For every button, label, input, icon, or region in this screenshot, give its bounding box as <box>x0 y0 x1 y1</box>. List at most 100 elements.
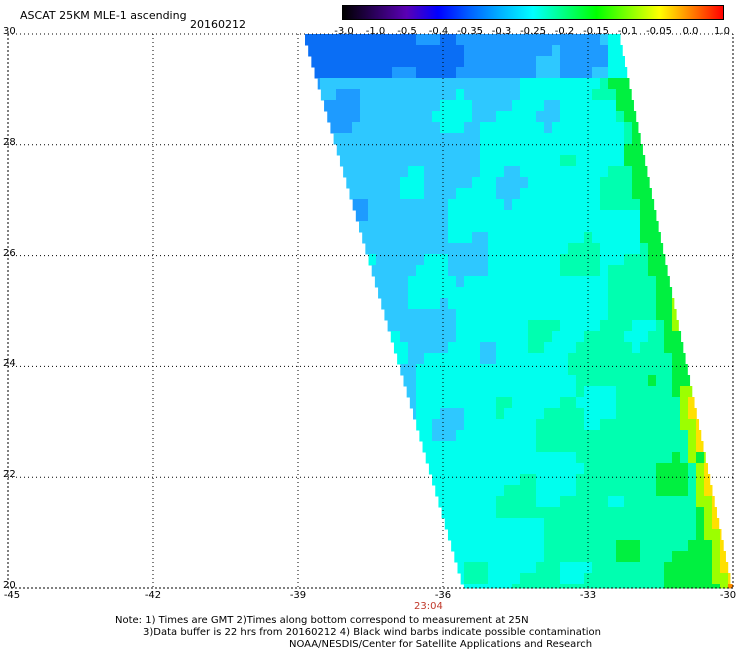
swath-pixel <box>632 463 641 475</box>
swath-pixel <box>544 287 553 299</box>
swath-pixel <box>672 331 681 343</box>
swath-pixel <box>432 276 441 288</box>
swath-pixel <box>416 89 425 101</box>
swath-pixel <box>536 276 545 288</box>
swath-pixel <box>560 254 569 266</box>
swath-pixel <box>696 441 704 453</box>
swath-pixel <box>560 452 569 464</box>
swath-pixel <box>584 551 593 563</box>
swath-pixel <box>560 298 569 310</box>
swath-pixel <box>376 188 385 200</box>
swath-pixel <box>600 45 609 57</box>
swath-pixel <box>640 540 649 552</box>
swath-pixel <box>528 232 537 244</box>
swath-pixel <box>560 386 569 398</box>
swath-pixel <box>656 584 665 589</box>
swath-pixel <box>528 34 537 46</box>
swath-pixel <box>378 287 385 299</box>
swath-pixel <box>624 309 633 321</box>
swath-pixel <box>576 177 585 189</box>
swath-pixel <box>592 375 601 387</box>
swath-pixel <box>496 485 505 497</box>
swath-pixel <box>400 221 409 233</box>
swath-pixel <box>704 452 706 464</box>
swath-pixel <box>416 408 425 420</box>
swath-pixel <box>568 353 577 365</box>
swath-pixel <box>520 210 529 222</box>
swath-pixel <box>496 276 505 288</box>
swath-pixel <box>640 364 649 376</box>
colorbar-tick-label: -3.0 <box>334 26 354 37</box>
swath-pixel <box>464 155 473 167</box>
swath-pixel <box>632 496 641 508</box>
swath-pixel <box>624 419 633 431</box>
swath-pixel <box>496 254 505 266</box>
swath-pixel <box>368 188 377 200</box>
swath-pixel <box>712 518 720 530</box>
swath-pixel <box>568 529 577 541</box>
swath-pixel <box>416 254 425 266</box>
swath-pixel <box>648 177 650 189</box>
swath-pixel <box>536 342 545 354</box>
swath-pixel <box>488 364 497 376</box>
swath-pixel <box>616 122 625 134</box>
swath-pixel <box>384 265 393 277</box>
swath-pixel <box>712 573 721 585</box>
swath-pixel <box>544 243 553 255</box>
swath-pixel <box>440 364 449 376</box>
swath-pixel <box>528 562 537 574</box>
swath-pixel <box>576 56 585 68</box>
swath-pixel <box>536 56 545 68</box>
swath-pixel <box>664 529 673 541</box>
swath-pixel <box>416 45 425 57</box>
swath-pixel <box>560 441 569 453</box>
swath-pixel <box>496 45 505 57</box>
swath-pixel <box>608 452 617 464</box>
swath-pixel <box>608 177 617 189</box>
swath-pixel <box>520 397 529 409</box>
swath-pixel <box>488 529 497 541</box>
swath-pixel <box>488 320 497 332</box>
swath-pixel <box>576 210 585 222</box>
swath-pixel <box>536 111 545 123</box>
swath-pixel <box>536 133 545 145</box>
swath-pixel <box>448 155 457 167</box>
swath-pixel <box>448 177 457 189</box>
swath-pixel <box>424 221 433 233</box>
swath-pixel <box>464 485 473 497</box>
swath-pixel <box>360 166 369 178</box>
swath-pixel <box>472 188 481 200</box>
swath-pixel <box>464 540 473 552</box>
swath-pixel <box>536 144 545 156</box>
swath-pixel <box>368 78 377 90</box>
swath-pixel <box>688 573 697 585</box>
swath-pixel <box>328 45 337 57</box>
swath-pixel <box>568 133 577 145</box>
swath-pixel <box>560 540 569 552</box>
swath-pixel <box>512 34 521 46</box>
swath-pixel <box>536 584 545 589</box>
swath-pixel <box>496 298 505 310</box>
swath-pixel <box>512 353 521 365</box>
swath-pixel <box>616 474 625 486</box>
swath-pixel <box>438 496 441 508</box>
swath-pixel <box>552 276 561 288</box>
swath-pixel <box>520 56 529 68</box>
swath-pixel <box>528 474 537 486</box>
swath-pixel <box>376 155 385 167</box>
swath-pixel <box>520 551 529 563</box>
swath-pixel <box>672 518 681 530</box>
swath-pixel <box>400 56 409 68</box>
swath-pixel <box>520 584 529 589</box>
swath-pixel <box>328 89 337 101</box>
swath-pixel <box>456 419 465 431</box>
swath-pixel <box>608 166 617 178</box>
swath-pixel <box>624 243 633 255</box>
swath-pixel <box>560 287 569 299</box>
swath-pixel <box>448 507 457 519</box>
swath-pixel <box>592 474 601 486</box>
swath-pixel <box>528 452 537 464</box>
swath-pixel <box>448 144 457 156</box>
swath-pixel <box>600 188 609 200</box>
swath-pixel <box>424 342 433 354</box>
